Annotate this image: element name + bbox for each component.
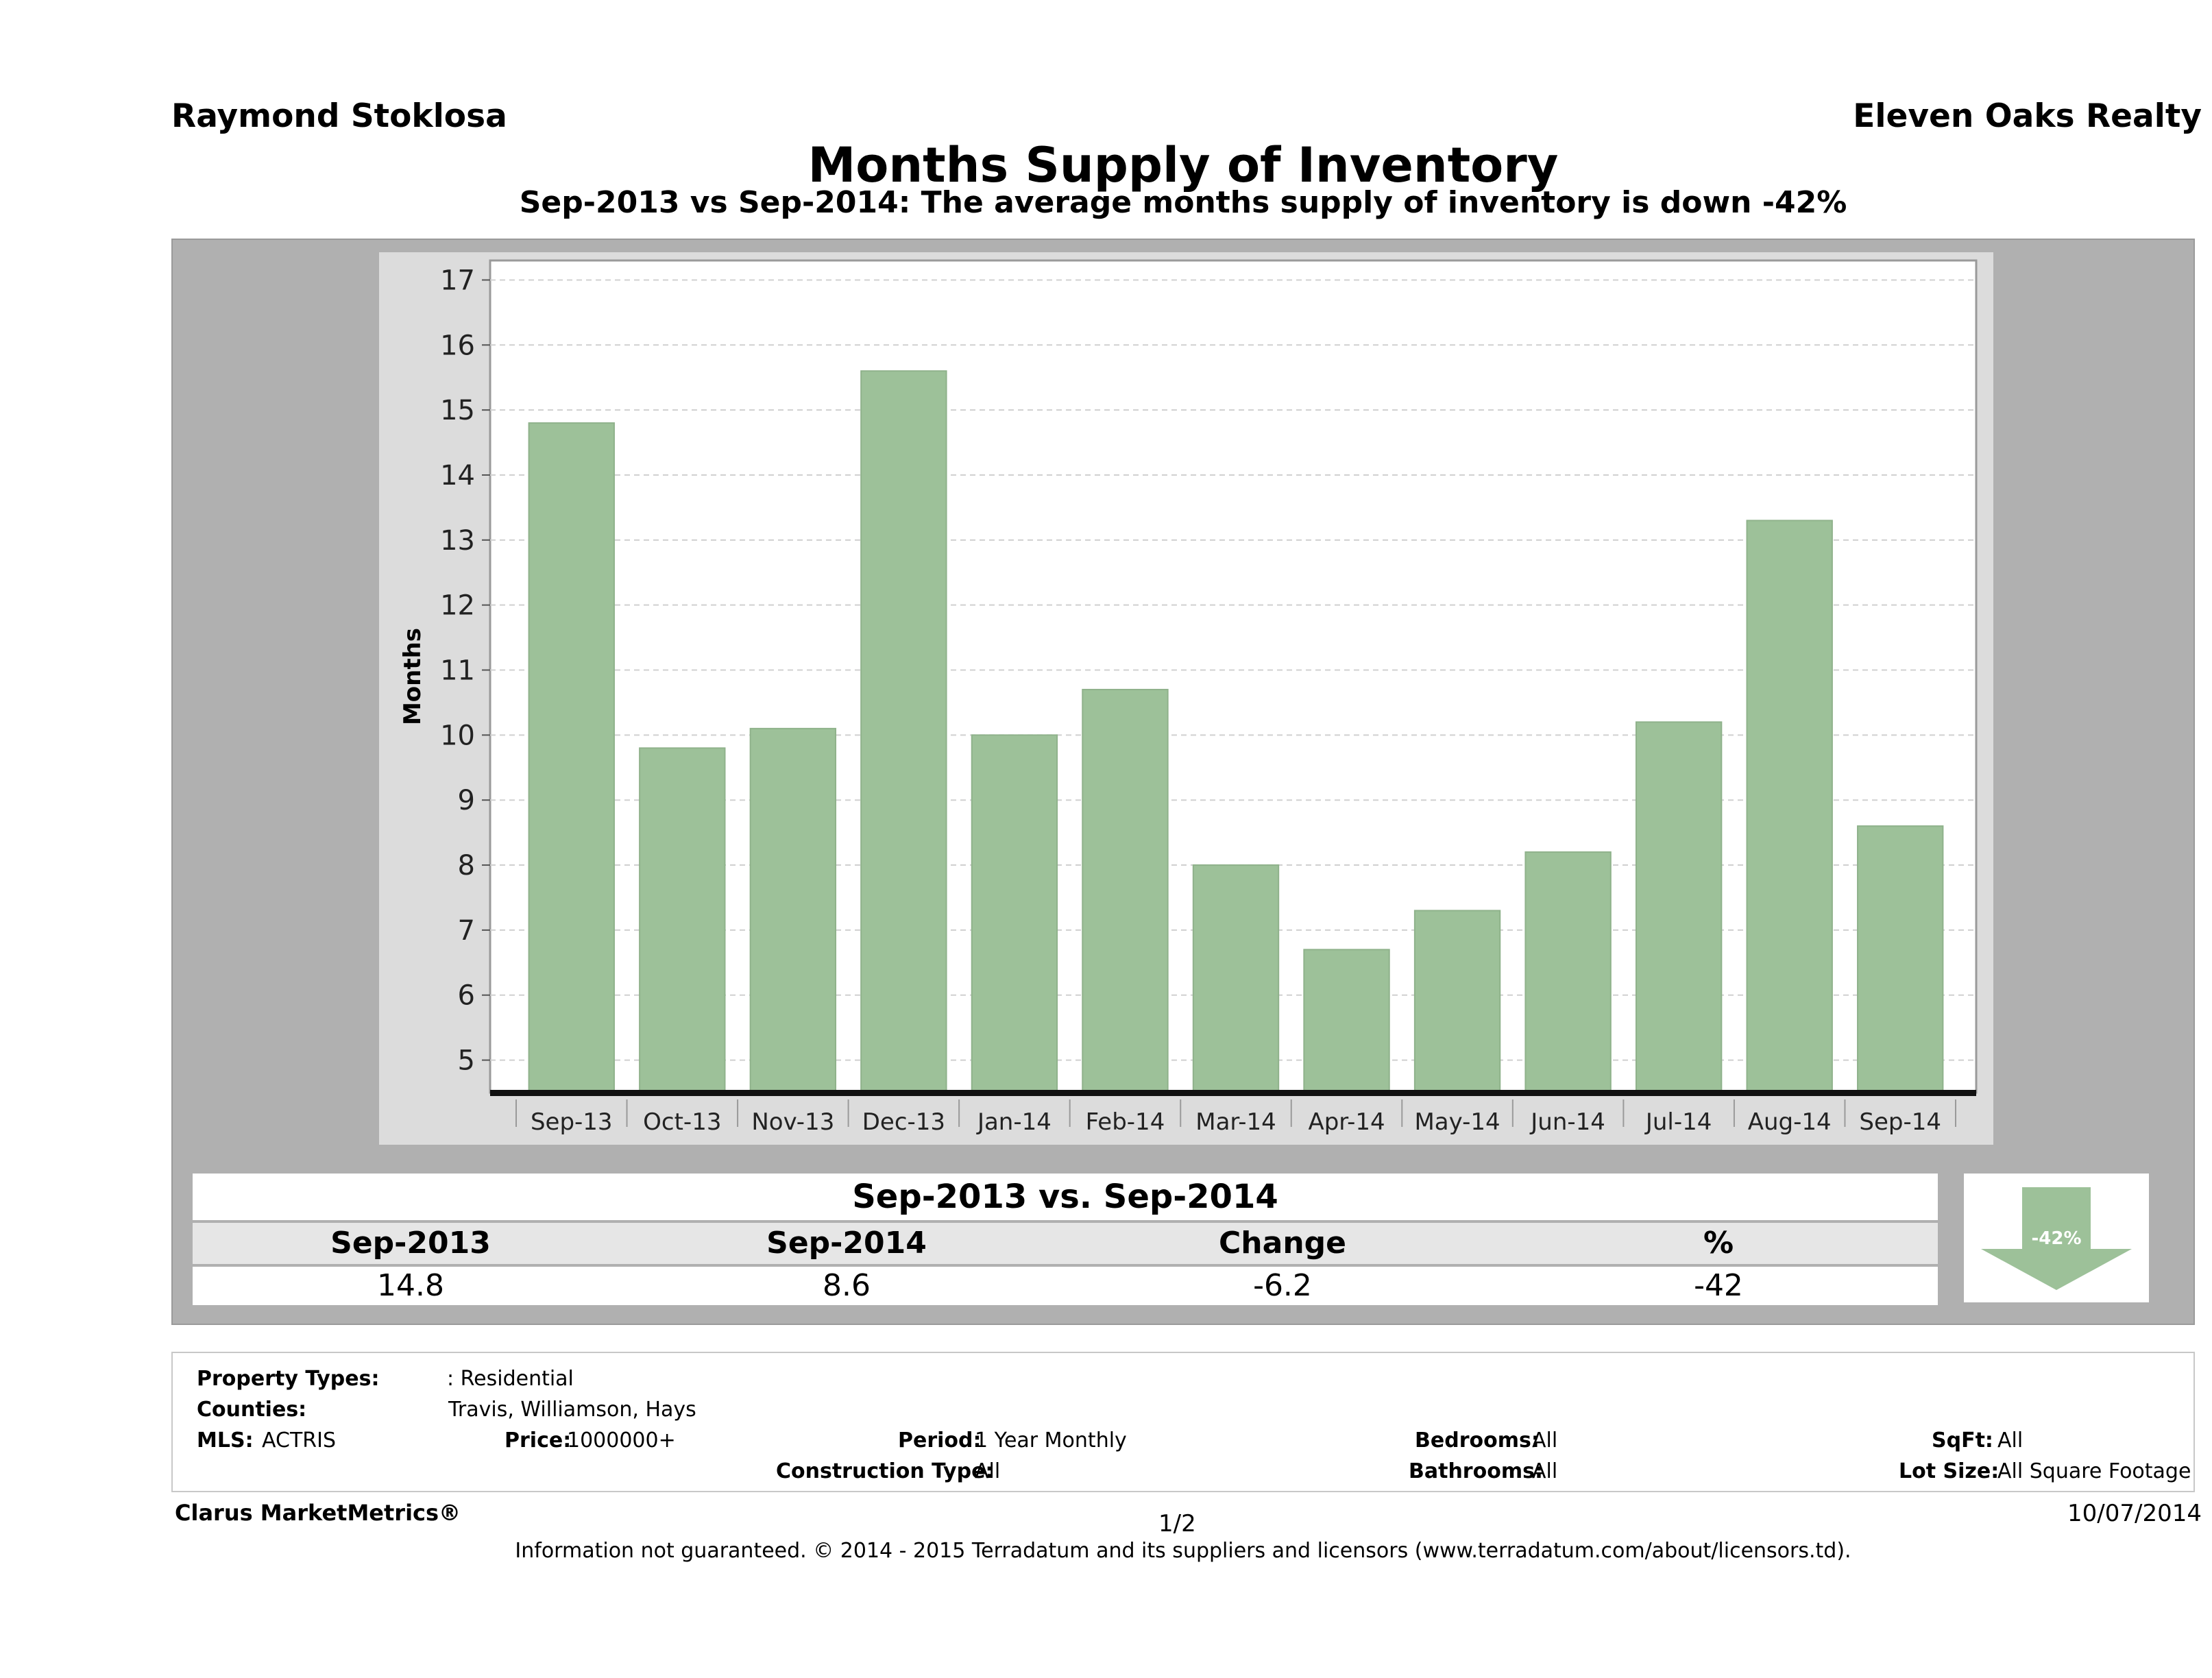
bar-apr-14 <box>1303 949 1390 1093</box>
bedrooms-value: All <box>1532 1428 1558 1452</box>
disclaimer: Information not guaranteed. © 2014 - 201… <box>515 1539 1851 1563</box>
bar-feb-14 <box>1082 688 1169 1093</box>
x-tick-label: Jul-14 <box>1644 1108 1712 1136</box>
bar-oct-13 <box>639 747 726 1093</box>
x-tick-label: Apr-14 <box>1308 1108 1385 1136</box>
y-tick-label: 5 <box>458 1045 475 1077</box>
y-tick-label: 17 <box>440 265 475 296</box>
bathrooms-label: Bathrooms: <box>1409 1459 1543 1483</box>
page-subtitle: Sep-2013 vs Sep-2014: The average months… <box>519 185 1847 220</box>
sqft-label: SqFt: <box>1932 1428 1993 1452</box>
x-tick-label: Jun-14 <box>1529 1108 1605 1136</box>
bar-dec-13 <box>860 370 947 1093</box>
property-types-value: : Residential <box>447 1367 574 1391</box>
summary-value-percent: -42 <box>1694 1268 1743 1303</box>
footer-brand: Clarus MarketMetrics® <box>175 1500 461 1526</box>
bar-chart: 5 6 7 8 9 10 11 12 13 14 15 16 17 Months Sep-13 Oct-13 N… <box>399 259 1978 1136</box>
property-types-label: Property Types: <box>197 1367 380 1391</box>
summary-header-row: Sep-2013 Sep-2014 Change % <box>193 1223 1938 1264</box>
construction-type-value: All <box>975 1459 1001 1483</box>
agent-name: Raymond Stoklosa <box>171 97 507 135</box>
summary-header-sep2014: Sep-2014 <box>766 1226 927 1261</box>
x-tick-label: Feb-14 <box>1086 1108 1165 1136</box>
summary-value-sep2014: 8.6 <box>823 1268 871 1303</box>
summary-title: Sep-2013 vs. Sep-2014 <box>193 1174 1938 1220</box>
bar-sep-13 <box>528 422 615 1093</box>
period-value: 1 Year Monthly <box>975 1428 1127 1452</box>
summary-value-sep2013: 14.8 <box>377 1268 444 1303</box>
price-label: Price: <box>505 1428 572 1452</box>
down-arrow-icon: -42% <box>1981 1187 2132 1290</box>
lot-size-label: Lot Size: <box>1899 1459 2000 1483</box>
page-title: Months Supply of Inventory <box>807 137 1559 193</box>
y-tick-label: 11 <box>440 655 475 687</box>
y-tick-label: 12 <box>440 590 475 622</box>
sqft-value: All <box>1997 1428 2023 1452</box>
summary-header-percent: % <box>1703 1226 1734 1261</box>
mls-label: MLS: <box>197 1428 254 1452</box>
summary-value-row: 14.8 8.6 -6.2 -42 <box>193 1267 1938 1305</box>
y-tick-label: 7 <box>458 915 475 947</box>
y-tick-label: 15 <box>440 395 475 426</box>
x-tick-label: Oct-13 <box>643 1108 721 1136</box>
x-tick-label: May-14 <box>1414 1108 1500 1136</box>
change-indicator: -42% <box>1964 1174 2149 1302</box>
y-tick-label: 10 <box>440 720 475 751</box>
criteria-box: Property Types: : Residential Counties: … <box>171 1352 2195 1492</box>
bathrooms-value: All <box>1532 1459 1558 1483</box>
arrow-label: -42% <box>2031 1228 2081 1249</box>
price-value: 1000000+ <box>567 1428 676 1452</box>
y-tick-label: 6 <box>458 980 475 1012</box>
summary-value-change: -6.2 <box>1253 1268 1312 1303</box>
y-tick-label: 16 <box>440 330 475 361</box>
firm-name: Eleven Oaks Realty <box>1853 97 2202 135</box>
y-tick-label: 14 <box>440 460 475 491</box>
x-tick-label: Jan-14 <box>976 1108 1052 1136</box>
construction-type-label: Construction Type: <box>776 1459 994 1483</box>
y-tick-label: 13 <box>440 525 475 557</box>
bar-nov-13 <box>749 727 837 1093</box>
bar-may-14 <box>1413 910 1501 1093</box>
x-tick-label: Sep-14 <box>1859 1108 1941 1136</box>
x-tick-label: Sep-13 <box>531 1108 613 1136</box>
mls-value: ACTRIS <box>262 1428 337 1452</box>
report-date: 10/07/2014 <box>2067 1500 2202 1527</box>
summary-header-sep2013: Sep-2013 <box>330 1226 491 1261</box>
page-number: 1/2 <box>1158 1510 1196 1537</box>
x-axis-baseline <box>490 1090 1976 1096</box>
y-axis-label: Months <box>399 628 426 725</box>
bar-aug-14 <box>1746 520 1833 1093</box>
y-tick-label: 9 <box>458 785 475 816</box>
y-tick-label: 8 <box>458 850 475 881</box>
bedrooms-label: Bedrooms: <box>1415 1428 1540 1452</box>
x-tick-label: Mar-14 <box>1195 1108 1276 1136</box>
summary-header-change: Change <box>1219 1226 1346 1261</box>
lot-size-value: All Square Footage <box>1997 1459 2191 1483</box>
bar-jun-14 <box>1524 851 1612 1093</box>
bar-sep-14 <box>1857 825 1944 1093</box>
x-tick-label: Aug-14 <box>1748 1108 1832 1136</box>
period-label: Period: <box>898 1428 982 1452</box>
x-tick-label: Dec-13 <box>862 1108 945 1136</box>
counties-label: Counties: <box>197 1398 307 1422</box>
x-tick-label: Nov-13 <box>751 1108 834 1136</box>
bar-jul-14 <box>1635 721 1723 1093</box>
counties-value: Travis, Williamson, Hays <box>448 1398 696 1422</box>
bar-mar-14 <box>1192 864 1280 1093</box>
bar-jan-14 <box>971 734 1058 1093</box>
